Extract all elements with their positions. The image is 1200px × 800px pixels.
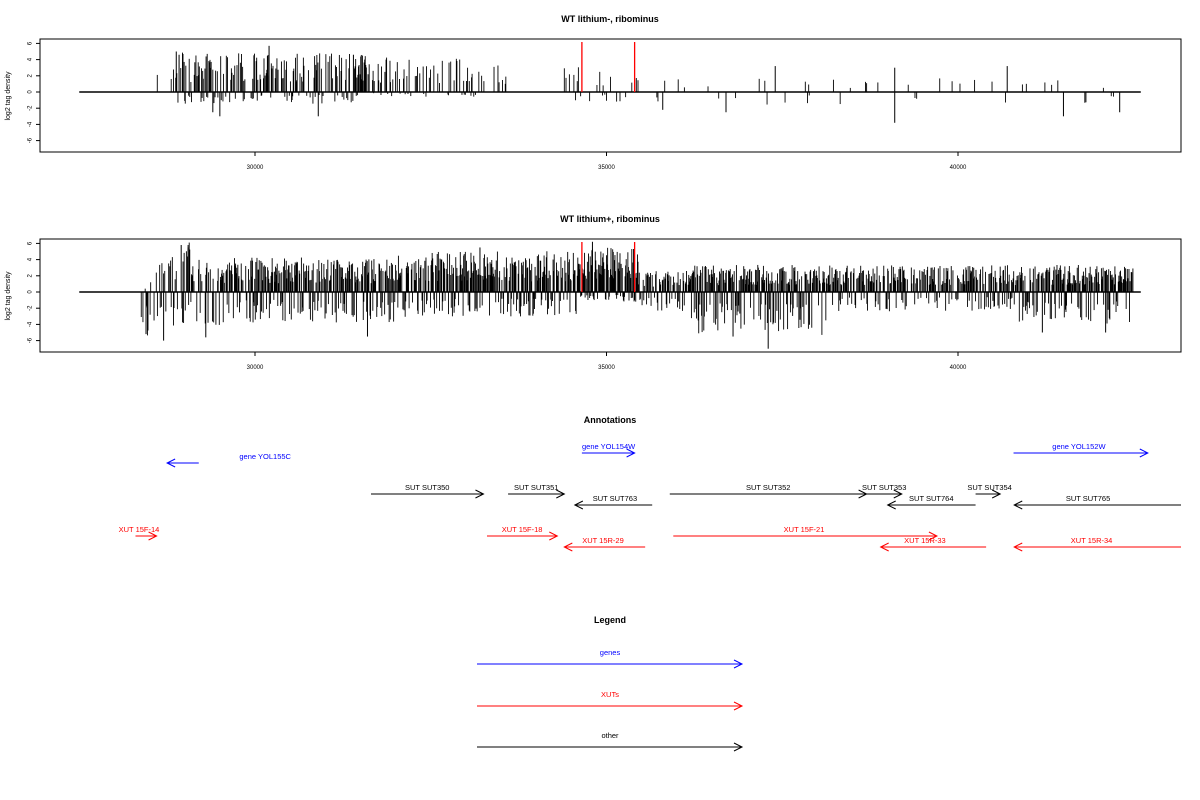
annotation-label: XUT 15R-33 (904, 536, 946, 545)
p2-ytick-label: -4 (28, 321, 34, 327)
p2-ytick-label: -6 (28, 337, 34, 343)
annotation-gene-yol155c: gene YOL155C (166, 452, 292, 468)
arrowhead-icon (563, 542, 573, 552)
panel1-title: WT lithium-, ribominus (561, 14, 659, 24)
panel1-coverage-bars (79, 42, 1141, 123)
legend-label: other (601, 731, 619, 740)
annotation-gene-yol154w: gene YOL154W (581, 442, 636, 458)
annotation-xut-15r-34: XUT 15R-34 (1013, 536, 1181, 552)
legend-title: Legend (594, 615, 626, 625)
annotation-label: XUT 15R-34 (1071, 536, 1113, 545)
p2-ytick-label: 4 (28, 257, 34, 261)
p2-ytick-label: 6 (28, 241, 34, 245)
p1-ytick-label: -2 (28, 105, 34, 111)
legend-label: XUTs (601, 690, 619, 699)
legend-item-xuts: XUTs (477, 690, 744, 711)
annotation-sut-sut764: SUT SUT764 (886, 494, 976, 510)
p2-xtick-label: 35000 (598, 365, 615, 371)
arrowhead-icon (573, 500, 584, 510)
annotation-label: XUT 15F-21 (784, 525, 825, 534)
annotation-xut-15f-18: XUT 15F-18 (486, 525, 559, 541)
arrowhead-icon (166, 458, 176, 468)
arrowhead-icon (893, 489, 903, 499)
p1-xtick-label: 40000 (950, 165, 967, 171)
arrowhead-icon (733, 742, 744, 752)
arrowhead-icon (879, 542, 889, 552)
annotation-sut-sut350: SUT SUT350 (370, 483, 485, 499)
annotation-label: XUT 15R-29 (582, 536, 624, 545)
panel1-axes: 6 4 2 0 -2 -4 -6 30000 35000 40000 (28, 38, 1182, 171)
annotation-label: SUT SUT764 (909, 494, 953, 503)
p1-ytick-label: 2 (28, 73, 34, 77)
p1-xtick-label: 35000 (598, 165, 615, 171)
annotation-sut-sut353: SUT SUT353 (862, 483, 906, 499)
annotation-label: SUT SUT351 (514, 483, 558, 492)
annotation-label: SUT SUT765 (1066, 494, 1110, 503)
annotation-xut-15f-14: XUT 15F-14 (119, 525, 160, 541)
arrowhead-icon (733, 701, 744, 711)
p2-ytick-label: -2 (28, 305, 34, 311)
p2-xtick-label: 40000 (950, 365, 967, 371)
annotation-xut-15r-33: XUT 15R-33 (879, 536, 987, 552)
annotation-label: gene YOL152W (1052, 442, 1106, 451)
legend-label: genes (600, 648, 621, 657)
annotation-sut-sut765: SUT SUT765 (1013, 494, 1181, 510)
arrowhead-icon (148, 531, 158, 541)
annotation-label: XUT 15F-18 (502, 525, 543, 534)
panel2-title: WT lithium+, ribominus (560, 214, 660, 224)
coverage-panel-lithium-plus: WT lithium+, ribominus log2 tag density … (5, 214, 1182, 371)
arrowhead-icon (475, 489, 485, 499)
arrowhead-icon (886, 500, 896, 510)
legend-item-genes: genes (477, 648, 744, 669)
arrowhead-icon (1013, 542, 1023, 552)
p1-xtick-label: 30000 (247, 165, 264, 171)
annotation-gene-yol152w: gene YOL152W (1013, 442, 1149, 458)
annotation-sut-sut354: SUT SUT354 (967, 483, 1012, 499)
arrowhead-icon (1013, 500, 1023, 510)
annotation-label: gene YOL154W (582, 442, 636, 451)
annotation-label: SUT SUT763 (593, 494, 637, 503)
annotation-sut-sut763: SUT SUT763 (573, 494, 653, 510)
panel2-coverage-bars (79, 241, 1141, 349)
annotation-xut-15f-21: XUT 15F-21 (673, 525, 939, 541)
panel2-axes: 6 4 2 0 -2 -4 -6 30000 35000 40000 (28, 238, 1182, 371)
annotation-sut-sut351: SUT SUT351 (508, 483, 566, 499)
arrowhead-icon (549, 531, 559, 541)
p1-ytick-label: 6 (28, 41, 34, 45)
arrowhead-icon (991, 489, 1002, 499)
p2-xtick-label: 30000 (247, 365, 264, 371)
legend-items: genes XUTs other (477, 648, 744, 752)
p2-plot-frame (39, 238, 1182, 353)
p1-ytick-label: -4 (28, 121, 34, 127)
legend-item-other: other (477, 731, 744, 752)
p1-ytick-label: 0 (28, 90, 34, 94)
p1-plot-frame (39, 38, 1182, 153)
p1-ytick-label: 4 (28, 57, 34, 61)
p2-ytick-label: 0 (28, 290, 34, 294)
p1-ytick-label: -6 (28, 137, 34, 143)
annotation-xut-15r-29: XUT 15R-29 (563, 536, 646, 552)
annotation-label: SUT SUT350 (405, 483, 449, 492)
arrowhead-icon (1139, 448, 1149, 458)
annotation-label: SUT SUT352 (746, 483, 790, 492)
arrowhead-icon (733, 659, 744, 669)
legend: Legend genes XUTs other (477, 615, 744, 752)
arrowhead-icon (928, 531, 939, 541)
p2-ytick-label: 2 (28, 273, 34, 277)
panel2-ylabel: log2 tag density (5, 271, 12, 321)
annotation-label: gene YOL155C (239, 452, 291, 461)
annotation-label: XUT 15F-14 (119, 525, 160, 534)
annotations-title: Annotations (584, 415, 637, 425)
annotation-label: SUT SUT354 (967, 483, 1011, 492)
coverage-panel-lithium-minus: WT lithium-, ribominus log2 tag density … (5, 14, 1182, 171)
arrowhead-icon (626, 448, 636, 458)
annotation-label: SUT SUT353 (862, 483, 906, 492)
annotation-features: gene YOL155C gene YOL154W gene YOL152W SUT … (119, 442, 1181, 552)
arrowhead-icon (556, 489, 566, 499)
panel1-ylabel: log2 tag density (5, 71, 12, 121)
annotation-sut-sut352: SUT SUT352 (669, 483, 868, 499)
